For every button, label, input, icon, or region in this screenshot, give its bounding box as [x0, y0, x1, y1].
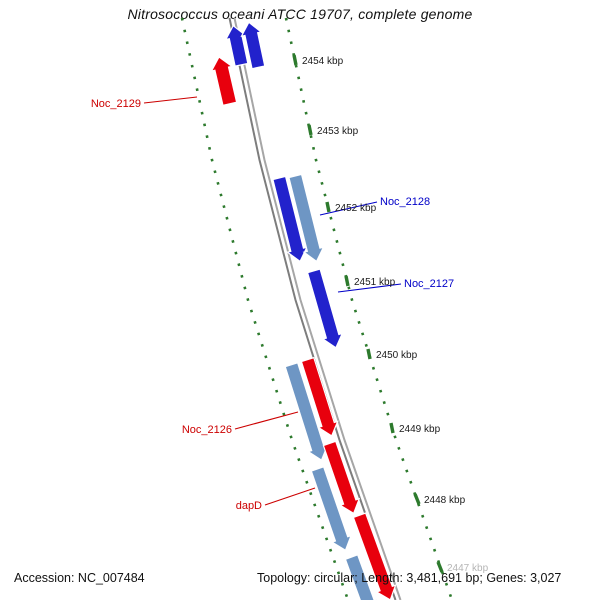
ruler-label-2447: 2447 kbp — [447, 563, 489, 574]
accession-text: Accession: NC_007484 — [14, 571, 145, 585]
gene-arrow-steel-3[interactable] — [342, 554, 381, 600]
gene-arrow-group-noc-2127 — [304, 268, 345, 350]
ruler-label-2450: 2450 kbp — [376, 350, 418, 361]
ruler-tick-2448 — [413, 493, 421, 505]
gene-arrow-noc-2128-b[interactable] — [286, 173, 327, 264]
gene-arrow-unlabeled-2[interactable] — [239, 20, 268, 70]
gene-arrow-group-red-2 — [320, 440, 363, 516]
gene-arrow-group-noc-2129 — [209, 55, 240, 107]
gene-arrow-noc-2127[interactable] — [304, 268, 345, 350]
ruler-tick-2451 — [344, 275, 350, 287]
gene-arrow-red-2[interactable] — [320, 440, 363, 516]
gene-label-noc-2127[interactable]: Noc_2127 — [404, 278, 454, 290]
leader-noc-2129 — [143, 96, 198, 104]
ruler-tick-2453 — [307, 124, 313, 136]
ruler-tick-2449 — [389, 422, 395, 434]
ruler-dotted-arc-inner — [180, 17, 350, 600]
topology-stats-text: Topology: circular; Length: 3,481,691 bp… — [257, 571, 562, 585]
ruler-tick-2447 — [436, 561, 444, 573]
leader-noc-2126 — [234, 411, 299, 430]
leader-noc-2127 — [337, 283, 402, 293]
ruler-label-2451: 2451 kbp — [354, 277, 396, 288]
genome-title: Nitrosococcus oceani ATCC 19707, complet… — [127, 6, 473, 22]
gene-arrow-noc-2126[interactable] — [282, 361, 331, 463]
gene-arrow-group-steel-3 — [342, 554, 381, 600]
gene-arrow-group-dapd — [308, 466, 355, 554]
ruler-label-2448: 2448 kbp — [424, 495, 466, 506]
ruler-major-ticks — [292, 54, 444, 573]
ruler-label-2453: 2453 kbp — [317, 126, 359, 137]
gene-label-noc-2128[interactable]: Noc_2128 — [380, 196, 430, 208]
gene-arrow-group-top — [224, 20, 268, 70]
ruler-dotted-arc-outer — [284, 17, 454, 600]
ruler-label-2452: 2452 kbp — [335, 203, 377, 214]
gene-arrow-group-noc-2128 — [270, 173, 327, 264]
gene-arrow-red-3[interactable] — [350, 512, 400, 600]
gene-label-dapd[interactable]: dapD — [236, 500, 262, 512]
gene-arrow-red-1[interactable] — [298, 356, 341, 439]
ruler-label-2454: 2454 kbp — [302, 56, 344, 67]
leader-noc-2128 — [319, 201, 378, 216]
ruler-label-2449: 2449 kbp — [399, 424, 441, 435]
genome-backbone-line-left — [228, 17, 397, 600]
gene-arrow-noc-2128-a[interactable] — [270, 175, 310, 264]
ruler-tick-2452 — [325, 201, 331, 213]
gene-arrow-group-red-3 — [350, 512, 400, 600]
gene-arrow-noc-2129[interactable] — [209, 55, 240, 107]
gene-arrow-dapd[interactable] — [308, 466, 355, 554]
genome-backbone-line-right — [233, 17, 402, 600]
leader-dapd — [264, 487, 316, 506]
gene-label-noc-2129[interactable]: Noc_2129 — [91, 98, 141, 110]
gene-label-noc-2126[interactable]: Noc_2126 — [182, 424, 232, 436]
ruler-tick-2454 — [292, 54, 298, 66]
ruler-tick-2450 — [366, 348, 372, 360]
gene-arrow-group-noc-2126 — [282, 356, 341, 463]
